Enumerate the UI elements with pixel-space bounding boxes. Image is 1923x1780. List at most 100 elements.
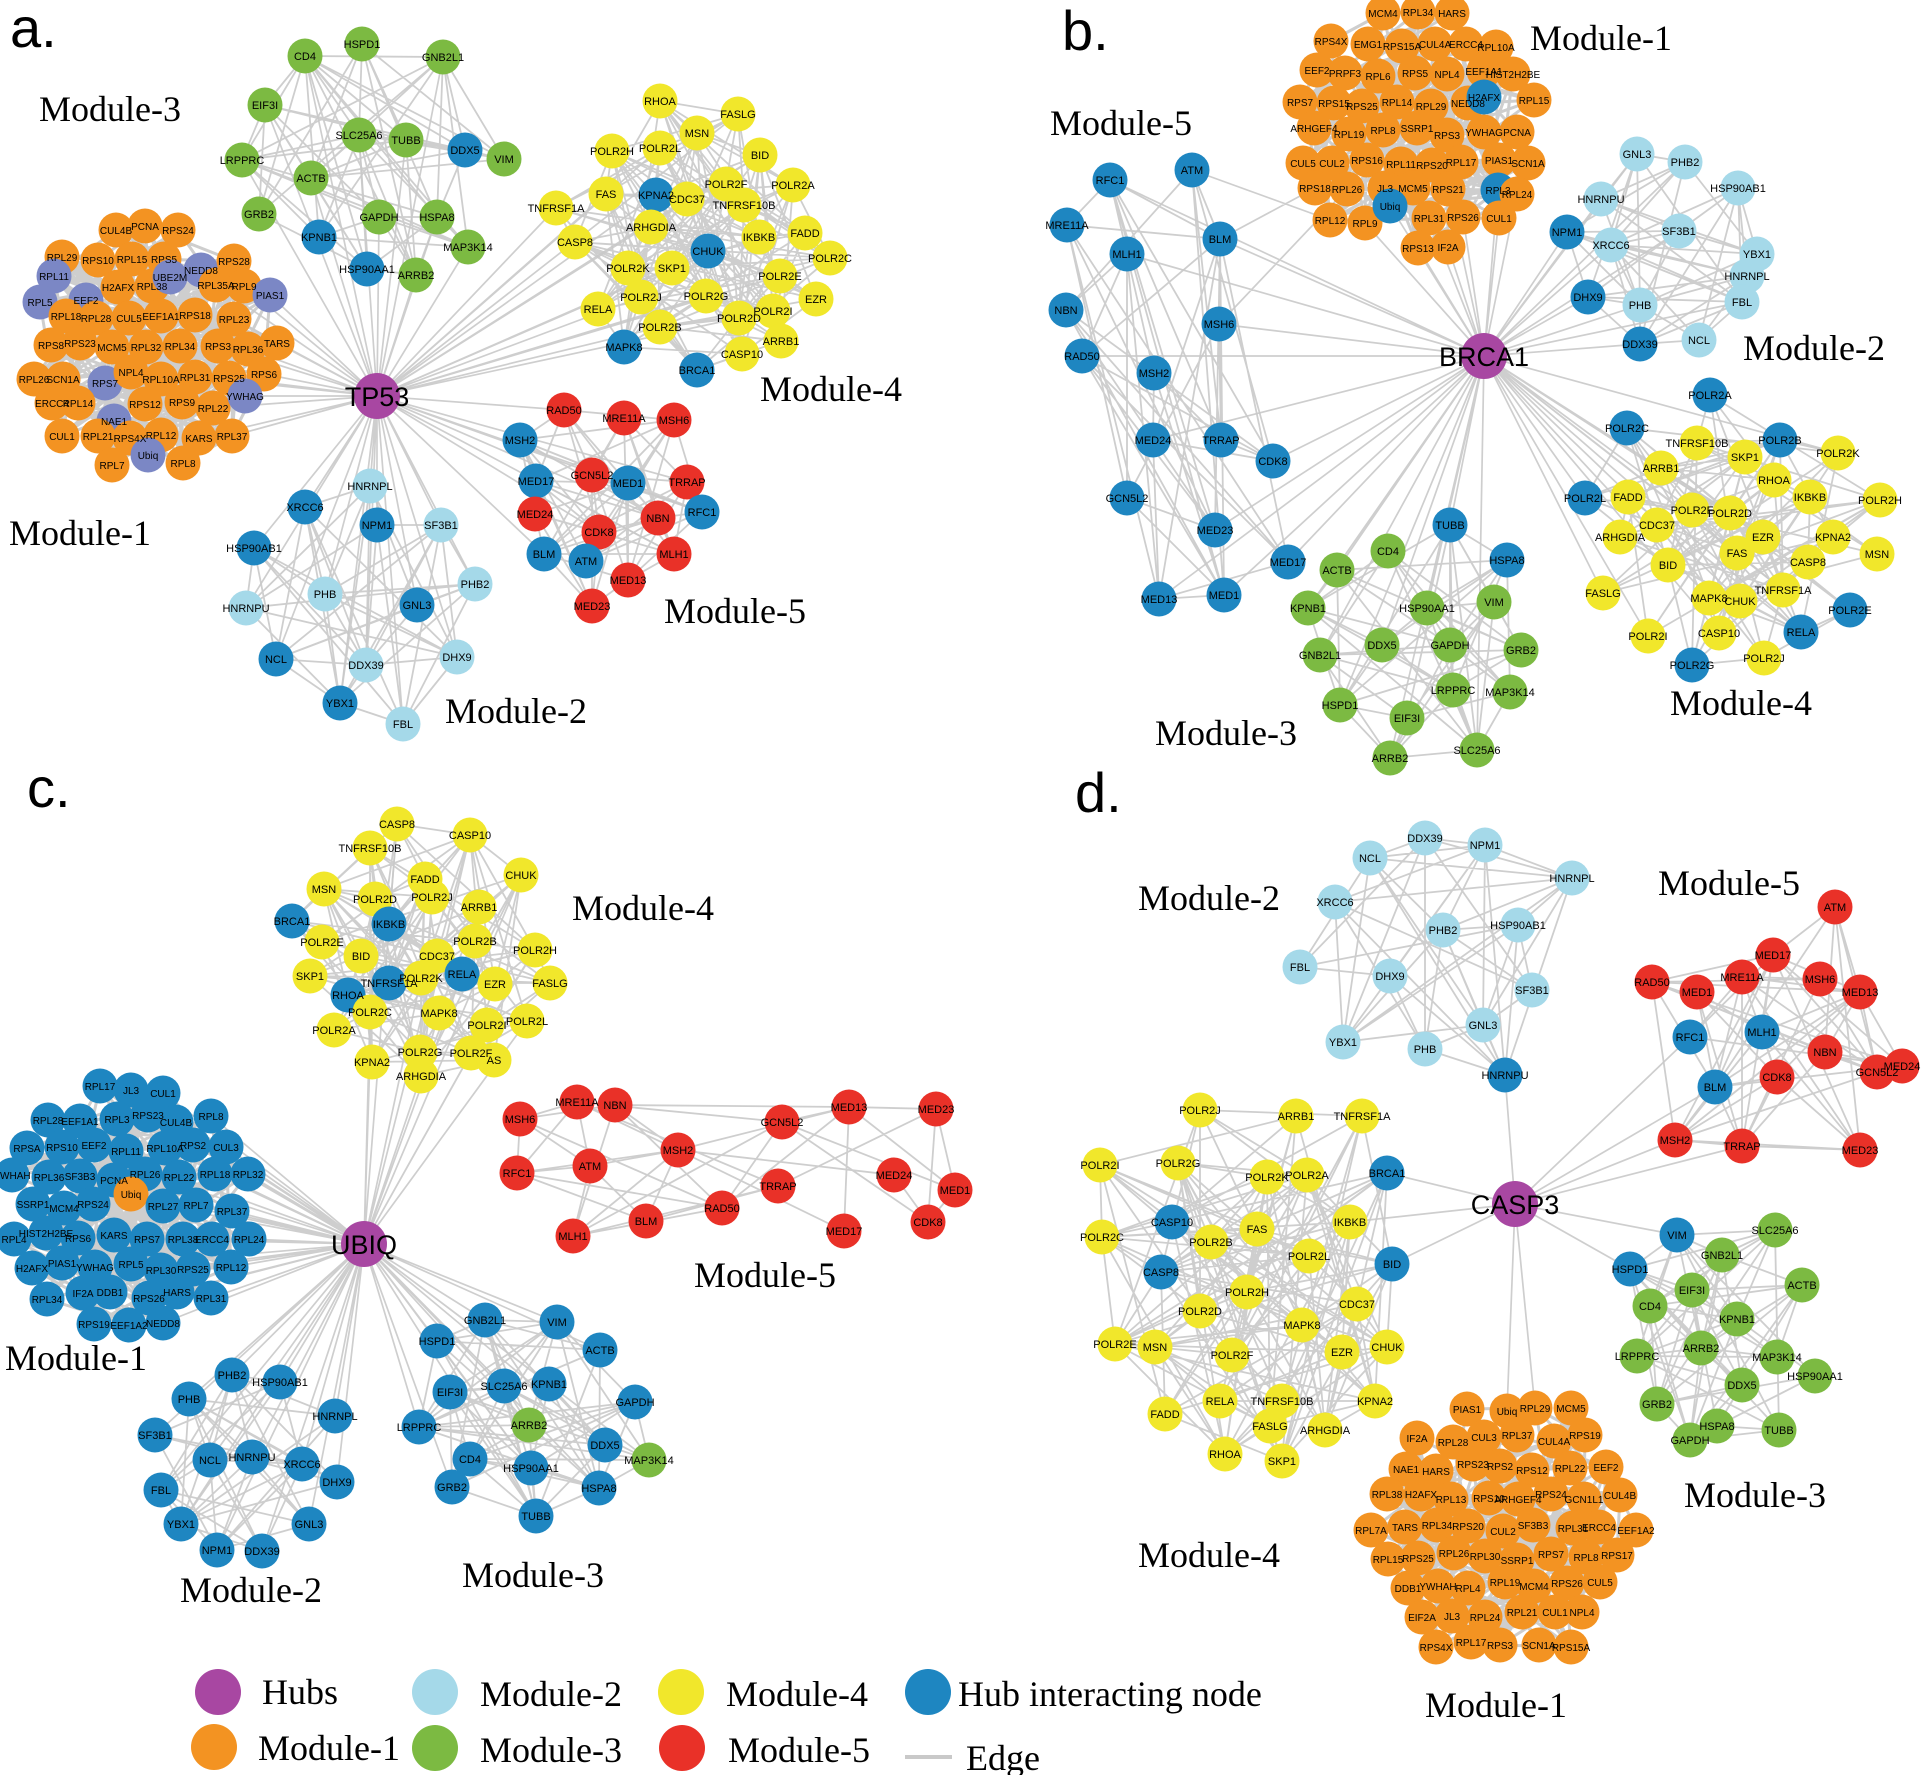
svg-text:MRE11A: MRE11A [1720,972,1764,984]
svg-text:RPL24: RPL24 [1502,190,1533,201]
svg-text:Module-3: Module-3 [480,1730,622,1770]
svg-text:RPL37: RPL37 [1502,1431,1533,1442]
svg-text:LRPPRC: LRPPRC [397,1422,442,1434]
svg-text:KPNA2: KPNA2 [1815,532,1851,544]
svg-text:UBIQ: UBIQ [331,1230,397,1260]
svg-text:Module-5: Module-5 [1658,863,1800,903]
svg-text:MSH6: MSH6 [1204,319,1235,331]
svg-text:d.: d. [1075,761,1122,824]
svg-text:RPS13: RPS13 [1402,244,1434,255]
svg-text:SSRP1: SSRP1 [17,1200,50,1211]
svg-text:PHB: PHB [178,1394,201,1406]
svg-text:EZR: EZR [805,294,827,306]
svg-text:HSPA8: HSPA8 [581,1483,616,1495]
svg-text:EIF3I: EIF3I [252,100,278,112]
svg-text:MLH1: MLH1 [1747,1027,1776,1039]
svg-text:RPL34: RPL34 [1403,8,1434,19]
svg-text:RPL19: RPL19 [1490,1578,1521,1589]
svg-text:RPL10A: RPL10A [1477,43,1515,54]
svg-text:MED1: MED1 [940,1185,971,1197]
svg-text:RPL17: RPL17 [1446,158,1477,169]
svg-text:MED17: MED17 [1270,557,1307,569]
svg-text:GCN5L2: GCN5L2 [1856,1067,1899,1079]
svg-text:GNB2L1: GNB2L1 [1701,1250,1743,1262]
svg-text:RPL12: RPL12 [1315,216,1346,227]
svg-text:ARRB2: ARRB2 [398,270,435,282]
svg-text:RPS25: RPS25 [177,1265,209,1276]
svg-text:RPS16: RPS16 [1351,156,1383,167]
svg-text:POLR2I: POLR2I [1628,631,1667,643]
svg-text:GRB2: GRB2 [437,1482,467,1494]
svg-text:RPS19: RPS19 [78,1320,110,1331]
svg-text:POLR2E: POLR2E [300,937,343,949]
svg-text:POLR2F: POLR2F [705,179,748,191]
svg-text:NPM1: NPM1 [1470,840,1501,852]
svg-text:CDK8: CDK8 [1762,1072,1791,1084]
svg-text:TUBB: TUBB [1764,1425,1793,1437]
svg-text:EEF1A2: EEF1A2 [110,1321,148,1332]
svg-text:PHB2: PHB2 [461,579,490,591]
svg-text:MED13: MED13 [1842,987,1879,999]
svg-text:YBX1: YBX1 [1743,249,1771,261]
svg-text:POLR2C: POLR2C [1080,1232,1124,1244]
svg-text:BLM: BLM [635,1216,658,1228]
svg-text:CDC37: CDC37 [1339,1299,1375,1311]
svg-text:RPS19: RPS19 [1569,1431,1601,1442]
svg-text:MSH2: MSH2 [1139,368,1170,380]
svg-text:ARRB1: ARRB1 [1278,1111,1315,1123]
svg-text:SCN1A: SCN1A [1522,1641,1556,1652]
svg-text:NPM1: NPM1 [1552,227,1583,239]
svg-text:BLM: BLM [1209,234,1232,246]
svg-text:RPS26: RPS26 [133,1294,165,1305]
svg-text:BID: BID [1659,560,1677,572]
svg-text:ACTB: ACTB [296,173,325,185]
svg-text:CASP10: CASP10 [1698,628,1740,640]
svg-text:PIAS1: PIAS1 [48,1259,77,1270]
svg-text:JL3: JL3 [123,1086,140,1097]
svg-text:RELA: RELA [1787,627,1816,639]
svg-text:RPL15: RPL15 [117,255,148,266]
svg-text:MRE11A: MRE11A [602,413,646,425]
svg-text:POLR2K: POLR2K [1245,1172,1289,1184]
svg-text:SKP1: SKP1 [296,971,324,983]
svg-text:MLH1: MLH1 [1112,249,1141,261]
svg-text:Module-2: Module-2 [1138,878,1280,918]
svg-text:CUL5: CUL5 [1290,159,1316,170]
svg-text:RPS25: RPS25 [213,374,245,385]
svg-text:RPL17: RPL17 [1456,1638,1487,1649]
svg-text:MSH2: MSH2 [1660,1135,1691,1147]
svg-text:VIM: VIM [547,1317,567,1329]
svg-text:PHB: PHB [1414,1044,1437,1056]
svg-text:TUBB: TUBB [521,1511,550,1523]
svg-text:POLR2E: POLR2E [758,271,801,283]
svg-text:PCNA: PCNA [100,1176,128,1187]
svg-text:RPS4X: RPS4X [114,434,147,445]
svg-text:RPL28: RPL28 [33,1116,64,1127]
svg-text:TNFRSF1A: TNFRSF1A [361,978,419,990]
svg-text:Module-1: Module-1 [1425,1685,1567,1725]
svg-text:Module-4: Module-4 [572,888,714,928]
svg-text:MRE11A: MRE11A [1045,220,1089,232]
svg-text:POLR2H: POLR2H [590,146,634,158]
svg-text:TRRAP: TRRAP [759,1181,796,1193]
svg-text:HSP90AA1: HSP90AA1 [1787,1371,1843,1383]
svg-text:NEDD8: NEDD8 [146,1319,180,1330]
svg-text:HNRNPL: HNRNPL [1724,271,1769,283]
svg-text:UBE2M: UBE2M [153,273,187,284]
svg-text:ARHGDIA: ARHGDIA [626,222,677,234]
svg-text:HARS: HARS [163,1288,191,1299]
svg-text:MAPK8: MAPK8 [1283,1320,1320,1332]
svg-text:CUL4A: CUL4A [1538,1437,1571,1448]
svg-text:RFC1: RFC1 [503,1168,532,1180]
svg-text:MED1: MED1 [1209,590,1240,602]
svg-text:NAE1: NAE1 [101,417,128,428]
svg-text:LRPPRC: LRPPRC [1431,685,1476,697]
svg-text:BRCA1: BRCA1 [679,365,716,377]
svg-text:MCM5: MCM5 [97,343,127,354]
svg-text:DHX9: DHX9 [1375,971,1404,983]
svg-text:GNL3: GNL3 [403,600,432,612]
svg-text:RPL14: RPL14 [63,399,94,410]
svg-text:RPS20: RPS20 [1452,1522,1484,1533]
svg-text:DHX9: DHX9 [322,1477,351,1489]
svg-text:CHUK: CHUK [692,246,724,258]
